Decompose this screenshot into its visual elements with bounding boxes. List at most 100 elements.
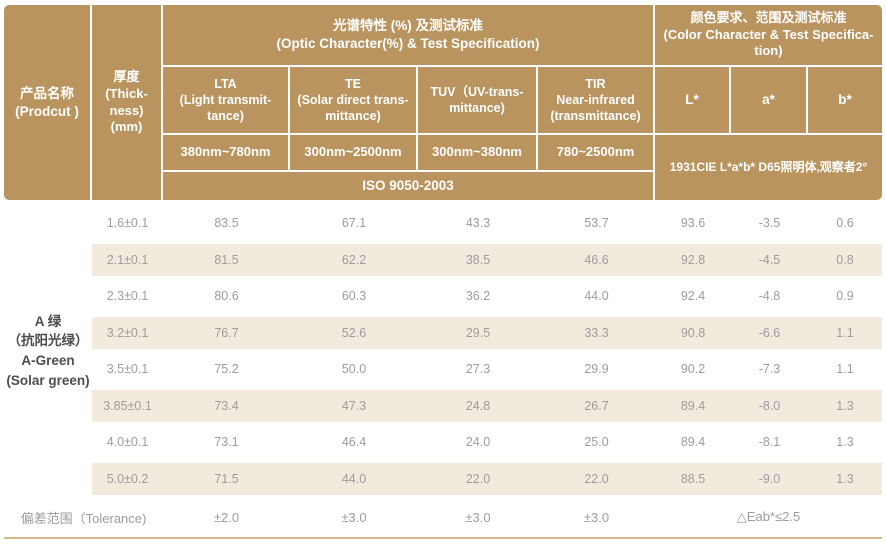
tolerance-row: 偏差范围（Tolerance) ±2.0 ±3.0 ±3.0 ±3.0 △Eab… (4, 498, 882, 536)
tolerance-tuv: ±3.0 (465, 509, 491, 525)
cell-lta: 83.5 (214, 216, 239, 231)
cell-tir: 53.7 (584, 216, 609, 231)
table-row: 1.6±0.1 83.5 67.1 43.3 53.7 93.6 -3.5 0.6 (92, 205, 882, 242)
cell-tir: 26.7 (584, 398, 609, 413)
cell-lta: 75.2 (214, 362, 239, 377)
tolerance-eab: △Eab*≤2.5 (736, 509, 801, 524)
cell-astar: -3.5 (758, 216, 781, 231)
cell-astar: -4.5 (758, 252, 781, 267)
header-color-group: 颜色要求、范围及测试标准 (Color Character & Test Spe… (655, 5, 882, 67)
cell-bstar: 1.1 (836, 362, 854, 377)
cell-astar: -9.0 (758, 471, 781, 486)
cell-bstar: 1.3 (836, 471, 854, 486)
cell-lstar: 92.4 (680, 289, 706, 304)
cell-bstar: 1.1 (836, 325, 854, 340)
cell-lstar: 93.6 (680, 216, 706, 231)
cell-tuv: 43.3 (465, 216, 491, 231)
header-range-tuv: 300nm~380nm (418, 135, 538, 172)
cell-lta: 73.1 (214, 435, 239, 450)
header-lta: LTA (Light transmit- tance) (163, 67, 290, 135)
table-row: 2.1±0.1 81.5 62.2 38.5 46.6 92.8 -4.5 0.8 (92, 241, 882, 278)
table-row: 4.0±0.1 73.1 46.4 24.0 25.0 89.4 -8.1 1.3 (92, 424, 882, 461)
table-row: 5.0±0.2 71.5 44.0 22.0 22.0 88.5 -9.0 1.3 (92, 460, 882, 497)
header-range-tir: 780~2500nm (538, 135, 655, 172)
cell-tuv: 22.0 (465, 471, 491, 486)
table-bottom-divider (4, 537, 882, 539)
cell-te: 46.4 (341, 435, 367, 450)
cell-thickness: 1.6±0.1 (106, 216, 149, 231)
header-range-te: 300nm~2500nm (290, 135, 418, 172)
header-bstar: b* (808, 67, 882, 135)
cell-bstar: 0.9 (836, 289, 854, 304)
header-thickness: 厚度 (Thick- ness) (mm) (92, 5, 163, 200)
cell-lstar: 90.2 (680, 362, 706, 377)
table-row: 3.5±0.1 75.2 50.0 27.3 29.9 90.2 -7.3 1.1 (92, 351, 882, 388)
product-name: A 绿 （抗阳光绿） A-Green (Solar green) (6, 313, 90, 388)
cell-astar: -7.3 (758, 362, 781, 377)
cell-tir: 22.0 (584, 471, 609, 486)
header-cie-standard: 1931CIE L*a*b* D65照明体,观察者2° (655, 135, 882, 200)
table-body: A 绿 （抗阳光绿） A-Green (Solar green) 1.6±0.1… (4, 205, 882, 536)
cell-lstar: 89.4 (680, 398, 706, 413)
cell-astar: -4.8 (758, 289, 781, 304)
tolerance-te: ±3.0 (341, 509, 367, 525)
header-astar: a* (731, 67, 808, 135)
cell-bstar: 0.6 (836, 216, 854, 231)
cell-lstar: 92.8 (680, 252, 706, 267)
cell-thickness: 4.0±0.1 (106, 435, 149, 450)
cell-te: 67.1 (341, 216, 367, 231)
cell-lta: 76.7 (214, 325, 239, 340)
cell-tuv: 27.3 (465, 362, 491, 377)
cell-tuv: 38.5 (465, 252, 491, 267)
cell-astar: -8.1 (758, 435, 781, 450)
cell-thickness: 3.5±0.1 (106, 362, 149, 377)
header-product: 产品名称 (Prodcut ) (4, 5, 92, 200)
cell-lta: 81.5 (214, 252, 239, 267)
tolerance-tir: ±3.0 (583, 509, 610, 525)
table-row: 3.85±0.1 73.4 47.3 24.8 26.7 89.4 -8.0 1.3 (92, 387, 882, 424)
cell-te: 47.3 (341, 398, 367, 413)
cell-thickness: 2.3±0.1 (106, 289, 149, 304)
cell-thickness: 2.1±0.1 (106, 252, 149, 267)
cell-tir: 33.3 (584, 325, 609, 340)
cell-tuv: 24.8 (465, 398, 491, 413)
cell-astar: -8.0 (758, 398, 781, 413)
cell-tir: 46.6 (584, 252, 609, 267)
cell-bstar: 1.3 (836, 435, 854, 450)
spec-table: 产品名称 (Prodcut ) 厚度 (Thick- ness) (mm) 光谱… (4, 5, 882, 539)
header-tir: TIR Near-infrared (transmittance) (538, 67, 655, 135)
header-tuv: TUV（UV-trans- mittance) (418, 67, 538, 135)
table-row: 2.3±0.1 80.6 60.3 36.2 44.0 92.4 -4.8 0.9 (92, 278, 882, 315)
header-optic-group: 光谱特性 (%) 及测试标准 (Optic Character(%) & Tes… (163, 5, 655, 67)
cell-te: 62.2 (341, 252, 367, 267)
cell-te: 50.0 (341, 362, 367, 377)
cell-tir: 44.0 (584, 289, 609, 304)
header-lstar: L* (655, 67, 731, 135)
cell-lta: 71.5 (214, 471, 239, 486)
cell-tuv: 36.2 (465, 289, 491, 304)
cell-te: 60.3 (341, 289, 367, 304)
cell-lta: 80.6 (214, 289, 239, 304)
cell-thickness: 3.85±0.1 (103, 398, 152, 413)
table-body-rows: 1.6±0.1 83.5 67.1 43.3 53.7 93.6 -3.5 0.6 2.1±0.… (4, 205, 882, 497)
cell-tir: 25.0 (584, 435, 609, 450)
tolerance-lta: ±2.0 (213, 509, 240, 525)
cell-lstar: 90.8 (680, 325, 706, 340)
table-header: 产品名称 (Prodcut ) 厚度 (Thick- ness) (mm) 光谱… (4, 5, 882, 200)
tolerance-label: 偏差范围（Tolerance) (20, 510, 147, 526)
cell-te: 44.0 (341, 471, 367, 486)
table-row: 3.2±0.1 76.7 52.6 29.5 33.3 90.8 -6.6 1.1 (92, 314, 882, 351)
header-te: TE (Solar direct trans- mittance) (290, 67, 418, 135)
cell-lstar: 89.4 (680, 435, 706, 450)
header-iso-standard: ISO 9050-2003 (163, 172, 655, 200)
cell-lta: 73.4 (214, 398, 239, 413)
cell-te: 52.6 (341, 325, 367, 340)
cell-astar: -6.6 (758, 325, 781, 340)
cell-tir: 29.9 (584, 362, 609, 377)
cell-bstar: 0.8 (836, 252, 854, 267)
cell-tuv: 24.0 (465, 435, 491, 450)
cell-bstar: 1.3 (836, 398, 854, 413)
cell-lstar: 88.5 (680, 471, 706, 486)
header-range-lta: 380nm~780nm (163, 135, 290, 172)
cell-thickness: 5.0±0.2 (106, 471, 149, 486)
